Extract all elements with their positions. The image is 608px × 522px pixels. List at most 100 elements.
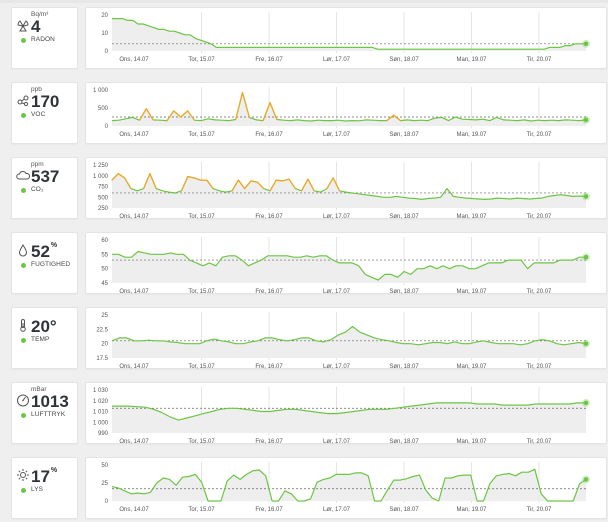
x-tick-label: Tir, 20.07 — [527, 507, 552, 513]
current-point — [583, 41, 589, 47]
series-line — [112, 250, 586, 281]
current-point — [583, 341, 589, 346]
x-tick-label: Lør, 17.07 — [323, 214, 351, 220]
metric-card-light[interactable]: 17% LYS — [11, 457, 78, 519]
current-point — [583, 477, 589, 482]
cloud-icon — [16, 168, 30, 182]
y-tick-label: 500 — [98, 195, 109, 201]
x-tick-label: Søn, 18.07 — [389, 57, 419, 63]
series-area — [112, 18, 586, 52]
x-tick-label: Tir, 20.07 — [527, 214, 552, 220]
x-tick-label: Tir, 20.07 — [527, 364, 552, 370]
y-tick-label: 1 000 — [93, 174, 109, 180]
metric-label: LUFTTRYK — [31, 411, 66, 418]
metric-card-temperature[interactable]: 20° TEMP — [11, 307, 78, 369]
series-line — [111, 468, 587, 502]
metric-label: CO₂ — [31, 186, 44, 193]
series-segment-high — [123, 177, 132, 190]
y-tick-label: 25 — [101, 313, 108, 319]
series-segment-high — [288, 178, 296, 190]
chart-humidity: 60 55 50 45 Ons, 14.07 Tor, 15.07 Fre, 16.07 Lø… — [101, 237, 590, 295]
status-dot — [21, 113, 26, 118]
chart-light: 50 25 0 Ons, 14.07 Tor, 15.07 Fre, 16.07 Lør, … — [101, 462, 590, 513]
series-segment-high — [256, 181, 265, 190]
metric-value: 537 — [31, 168, 59, 185]
x-tick-label: Søn, 18.07 — [389, 439, 419, 445]
status-dot — [21, 488, 26, 493]
x-tick-label: Lør, 17.07 — [323, 57, 351, 63]
chart-radon: 20 10 0 Ons, 14.07 Tor, 15.07 Fre, 16.07 Lør, … — [101, 12, 590, 63]
x-tick-label: Søn, 18.07 — [389, 289, 419, 295]
x-tick-label: Man, 19.07 — [456, 439, 487, 445]
y-tick-label: 60 — [101, 238, 108, 244]
x-tick-label: Ons, 14.07 — [119, 507, 149, 513]
series-line — [112, 402, 586, 421]
chart-card-radon[interactable]: 20 10 0 Ons, 14.07 Tor, 15.07 Fre, 16.07 Lør, … — [85, 7, 607, 69]
x-tick-label: Tor, 15.07 — [188, 214, 215, 220]
y-tick-label: 20 — [101, 13, 108, 19]
chart-pressure: 1 030 1 020 1 010 1 000 990 Ons, 14.07 Tor, 15… — [93, 387, 590, 445]
series-segment-high — [244, 180, 252, 190]
y-tick-label: 10 — [101, 31, 108, 37]
metric-value-number: 52 — [31, 242, 50, 261]
metric-value: 1013 — [31, 393, 69, 410]
current-point — [583, 194, 589, 199]
chart-voc: 1 000 500 0 Ons, 14.07 Tor, 15.07 Fre, 16.07 L… — [93, 87, 590, 138]
x-tick-label: Fre, 16.07 — [255, 132, 283, 138]
series-segment-high — [282, 178, 290, 182]
metric-value-number: 20° — [31, 317, 57, 336]
metric-card-voc[interactable]: ppb 170 VOC — [11, 82, 78, 144]
y-tick-label: 1 000 — [93, 420, 109, 426]
x-tick-label: Man, 19.07 — [456, 507, 487, 513]
metric-value: 52% — [31, 242, 58, 261]
x-tick-label: Ons, 14.07 — [119, 439, 149, 445]
metric-unit: mBar — [31, 386, 47, 393]
chart-card-temperature[interactable]: 25 22.5 20 17.5 Ons, 14.07 Tor, 15.07 Fre, 16.… — [85, 307, 607, 370]
series-segment-high — [326, 177, 334, 190]
metric-card-humidity[interactable]: 52% FUGTIGHED — [11, 232, 78, 294]
y-tick-label: 0 — [105, 124, 109, 130]
metric-card-co2[interactable]: ppm 537 CO₂ — [11, 157, 78, 219]
x-tick-label: Ons, 14.07 — [119, 132, 149, 138]
y-tick-label: 500 — [98, 106, 109, 112]
chart-card-co2[interactable]: 1 250 1 000 750 500 250 Ons, 14.07 Tor, 15.07 F… — [85, 157, 607, 220]
status-dot — [21, 38, 26, 43]
series-segment-high — [235, 91, 244, 121]
series-segment-high — [332, 177, 341, 192]
series-segment-high — [307, 178, 315, 192]
chart-card-pressure[interactable]: 1 030 1 020 1 010 1 000 990 Ons, 14.07 Tor, 15… — [85, 382, 607, 445]
series-segment-high — [173, 110, 182, 118]
series-segment-high — [393, 114, 402, 122]
y-tick-label: 17.5 — [96, 356, 108, 362]
metric-card-pressure[interactable]: mBar 1013 LUFTTRYK — [11, 382, 78, 444]
status-dot — [21, 263, 26, 268]
metric-label: LYS — [31, 486, 44, 493]
series-segment-high — [117, 173, 126, 179]
series-segment-high — [138, 108, 147, 121]
metric-value-number: 537 — [31, 167, 60, 186]
y-tick-label: 0 — [105, 49, 109, 55]
y-tick-label: 1 020 — [93, 399, 109, 405]
series-area — [112, 469, 586, 501]
chart-card-humidity[interactable]: 60 55 50 45 Ons, 14.07 Tor, 15.07 Fre, 16.07 Lø… — [85, 232, 607, 295]
x-tick-label: Tir, 20.07 — [527, 289, 552, 295]
radon-icon — [16, 18, 30, 32]
chart-card-light[interactable]: 50 25 0 Ons, 14.07 Tor, 15.07 Fre, 16.07 Lør, … — [85, 457, 607, 519]
metric-value-unit: % — [50, 242, 58, 249]
metric-card-radon[interactable]: Bq/m³ 4 RADON — [11, 7, 78, 69]
series-segment-high — [269, 102, 278, 121]
series-line — [112, 18, 586, 50]
current-point — [583, 254, 589, 260]
gauge-icon — [16, 393, 30, 407]
chart-card-voc[interactable]: 1 000 500 0 Ons, 14.07 Tor, 15.07 Fre, 16.07 L… — [85, 82, 607, 144]
series-line — [111, 325, 587, 346]
series-segment-high — [142, 173, 151, 190]
x-tick-label: Ons, 14.07 — [119, 57, 149, 63]
x-tick-label: Fre, 16.07 — [255, 57, 283, 63]
series-segment-high — [193, 177, 202, 181]
metric-unit: ppm — [31, 161, 44, 168]
y-tick-label: 20 — [101, 342, 108, 348]
metric-label: VOC — [31, 111, 46, 118]
series-segment-high — [180, 110, 189, 118]
series-segment-high — [111, 173, 119, 181]
